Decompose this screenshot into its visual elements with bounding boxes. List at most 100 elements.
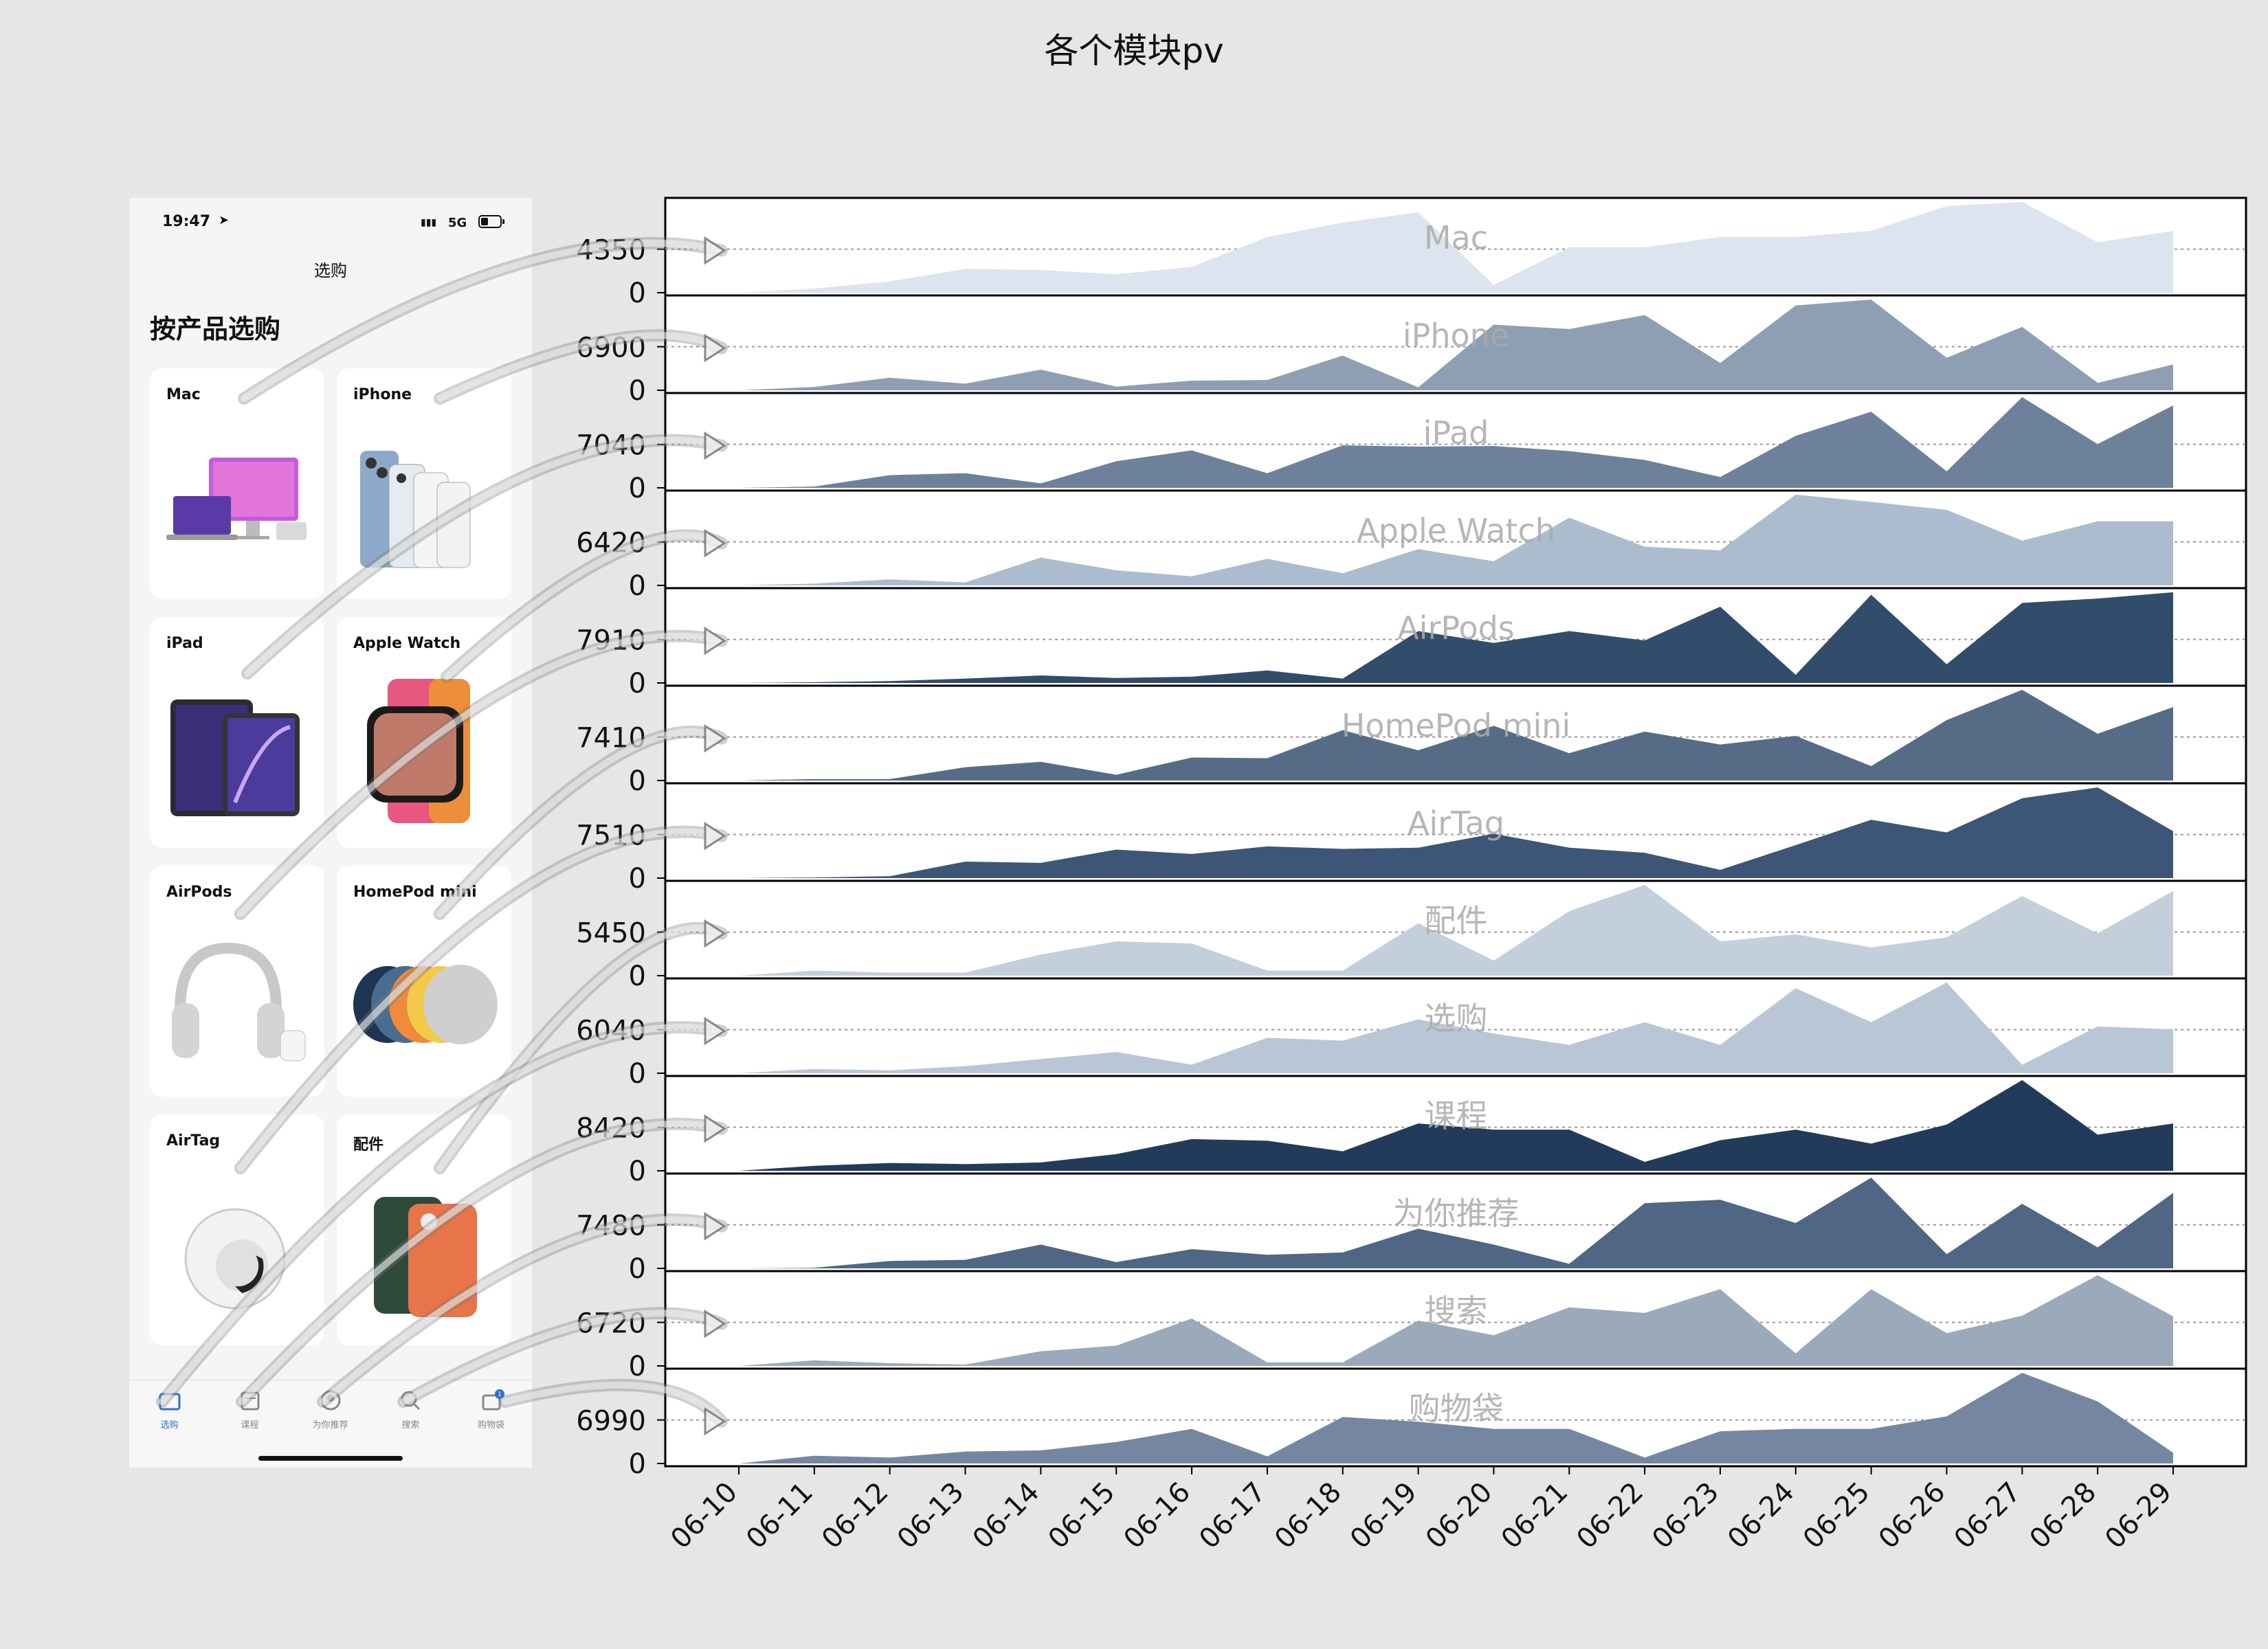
- section-title: 按产品选购: [150, 314, 281, 344]
- arrow-head: [704, 821, 726, 851]
- area-1: [739, 300, 2173, 390]
- connector-arrow-inner: [244, 436, 725, 677]
- series-label: 选购: [1425, 1000, 1488, 1037]
- area-5: [739, 690, 2173, 781]
- x-tick-label: 06-25: [1797, 1477, 1876, 1556]
- arrow-head: [704, 723, 726, 753]
- card-label: 配件: [353, 1136, 384, 1154]
- chart-title: 各个模块pv: [1044, 31, 1224, 71]
- area-2: [739, 397, 2173, 488]
- x-tick-label: 06-26: [1873, 1477, 1952, 1556]
- area-10: [739, 1178, 2173, 1268]
- series-label: iPad: [1423, 414, 1489, 451]
- x-tick-label: 06-14: [967, 1477, 1046, 1556]
- connector-arrow-inner: [443, 532, 725, 680]
- tab-label: 购物袋: [477, 1420, 504, 1431]
- bag-icon: 1: [482, 1389, 504, 1411]
- arrow-head: [704, 1114, 726, 1143]
- arrow-head: [704, 1406, 726, 1436]
- arrow-head: [704, 431, 726, 460]
- location-arrow-icon: ➤: [219, 213, 230, 227]
- product-card-airpods[interactable]: AirPods: [150, 866, 324, 1097]
- product-card-ipad[interactable]: iPad: [150, 617, 324, 848]
- product-card-mac[interactable]: Mac: [150, 368, 324, 599]
- y-zero-label: 0: [629, 1351, 646, 1382]
- series-label: HomePod mini: [1342, 707, 1570, 744]
- card-label: AirPods: [166, 884, 232, 901]
- connector-arrow-inner: [237, 828, 725, 1171]
- product-card-iphone[interactable]: iPhone: [337, 368, 511, 599]
- x-tick-label: 06-13: [891, 1477, 970, 1556]
- y-zero-label: 0: [629, 278, 646, 309]
- area-8: [739, 983, 2173, 1073]
- card-label: iPhone: [353, 386, 412, 403]
- area-9: [739, 1080, 2173, 1171]
- airpods-image: [172, 942, 306, 1062]
- x-tick-label: 06-17: [1193, 1477, 1272, 1556]
- y-zero-label: 0: [629, 375, 646, 407]
- series-label: Apple Watch: [1357, 512, 1555, 549]
- bag-badge: 1: [498, 1391, 502, 1398]
- connector-arrow-inner: [241, 239, 725, 402]
- product-card-airtag[interactable]: AirTag: [150, 1114, 324, 1345]
- x-tick-label: 06-15: [1043, 1477, 1122, 1556]
- y-zero-label: 0: [629, 668, 646, 699]
- arrow-head: [704, 236, 726, 265]
- x-tick-label: 06-27: [1948, 1477, 2027, 1556]
- series-label: 搜索: [1425, 1292, 1488, 1330]
- connector-arrow-inner: [400, 1310, 725, 1405]
- mac-image: [166, 458, 307, 540]
- x-tick-label: 06-29: [2099, 1477, 2178, 1556]
- battery-icon: [478, 214, 506, 234]
- series-label: iPhone: [1403, 317, 1509, 354]
- series-label: 为你推荐: [1393, 1195, 1520, 1232]
- card-label: Apple Watch: [353, 635, 461, 652]
- series-label: Mac: [1424, 219, 1488, 256]
- x-tick-label: 06-24: [1722, 1477, 1801, 1556]
- airtag-image: [184, 1208, 286, 1310]
- product-card-accessories[interactable]: 配件: [337, 1114, 511, 1345]
- series-label: 购物袋: [1409, 1390, 1504, 1427]
- x-tick-label: 06-28: [2024, 1477, 2103, 1556]
- product-card-apple-watch[interactable]: Apple Watch: [337, 617, 511, 848]
- series-label: AirTag: [1408, 805, 1504, 842]
- x-tick-label: 06-12: [816, 1477, 895, 1556]
- series-label: 课程: [1425, 1097, 1488, 1134]
- arrow-head: [704, 1016, 726, 1046]
- arrow-head: [704, 1309, 726, 1338]
- y-zero-label: 0: [629, 1448, 646, 1480]
- series-label: AirPods: [1397, 609, 1515, 647]
- connector-arrow-inner: [502, 1381, 725, 1425]
- x-tick-label: 06-20: [1420, 1477, 1499, 1556]
- signal-icon: ▮▮▮: [421, 217, 437, 228]
- status-network: 5G: [448, 216, 467, 230]
- x-tick-label: 06-21: [1496, 1477, 1575, 1556]
- arrow-head: [704, 333, 726, 363]
- connector-arrow-inner: [436, 728, 725, 917]
- arrow-head: [704, 528, 726, 558]
- area-6: [739, 787, 2173, 878]
- x-tick-label: 06-18: [1269, 1477, 1348, 1556]
- x-tick-label: 06-23: [1646, 1477, 1725, 1556]
- y-zero-label: 0: [629, 961, 646, 992]
- area-3: [739, 495, 2173, 585]
- nav-title: 选购: [314, 261, 347, 280]
- x-tick-label: 06-16: [1118, 1477, 1197, 1556]
- status-time: 19:47: [162, 213, 211, 230]
- x-tick-label: 06-11: [740, 1477, 819, 1556]
- tab-label: 课程: [241, 1420, 259, 1431]
- area-4: [739, 592, 2173, 683]
- tab-bag[interactable]: 1 购物袋: [451, 1389, 531, 1431]
- ipad-image: [170, 699, 300, 816]
- y-zero-label: 0: [629, 1058, 646, 1090]
- x-tick-label: 06-10: [665, 1477, 744, 1556]
- y-max-label: 5450: [576, 918, 646, 950]
- card-label: iPad: [166, 635, 203, 652]
- connector-arrow-inner: [237, 632, 725, 917]
- y-zero-label: 0: [629, 473, 646, 504]
- connector-arrow-inner: [436, 332, 725, 402]
- card-label: AirTag: [166, 1132, 221, 1149]
- x-tick-label: 06-22: [1570, 1477, 1649, 1556]
- product-card-homepod-mini[interactable]: HomePod mini: [337, 866, 511, 1097]
